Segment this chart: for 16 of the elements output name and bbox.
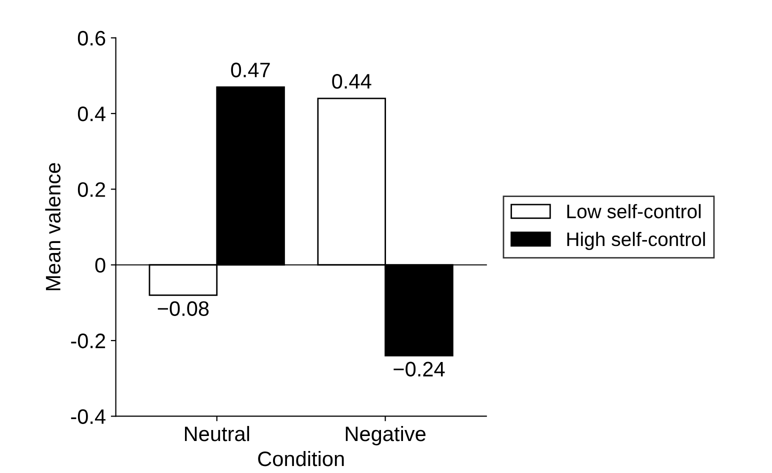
y-axis-title: Mean valence (45, 163, 61, 290)
y-tick-label: 0.2 (78, 182, 106, 197)
y-tick-label: 0.6 (78, 30, 106, 46)
data-label: 0.47 (231, 62, 270, 78)
data-label: −0.08 (158, 301, 209, 316)
data-label: −0.24 (394, 362, 445, 377)
y-tick-label: -0.4 (71, 409, 106, 424)
y-tick-label: 0 (95, 258, 106, 273)
x-tick-label: Neutral (184, 426, 250, 442)
x-axis-title: Condition (258, 450, 344, 466)
y-tick-label: -0.2 (71, 334, 106, 348)
x-tick-label: Negative (346, 426, 426, 446)
y-tick-label: 0.4 (78, 106, 106, 122)
legend-label: Low self-control (567, 204, 701, 218)
data-label: 0.44 (332, 74, 372, 89)
legend-label: High self-control (567, 232, 705, 250)
